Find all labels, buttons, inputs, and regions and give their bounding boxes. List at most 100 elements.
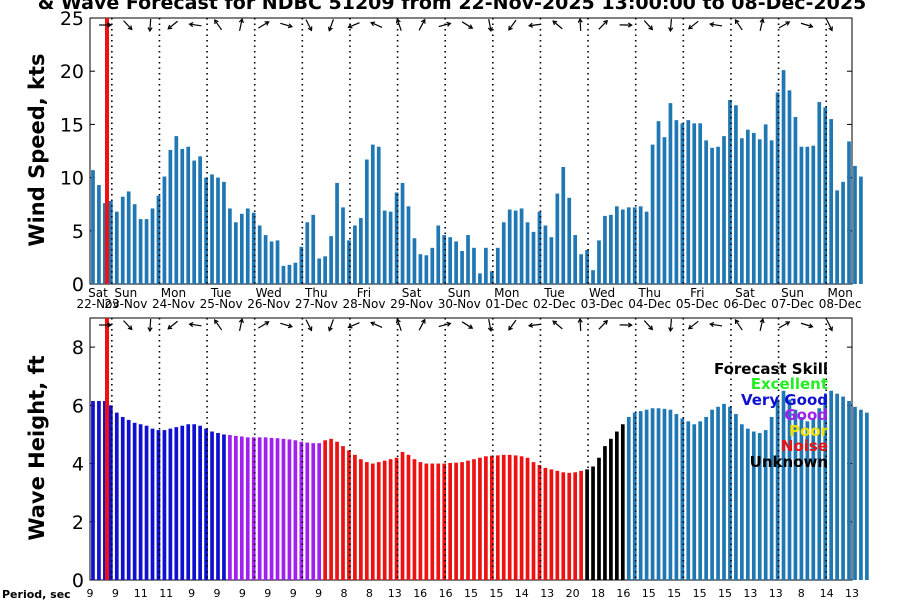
wave-bar xyxy=(716,406,720,580)
wind-direction-arrow-head xyxy=(188,22,194,28)
wave-bar xyxy=(674,414,679,580)
wave-bar xyxy=(603,446,607,580)
wind-bar xyxy=(853,165,857,284)
wave-bar xyxy=(180,425,185,580)
wind-bar xyxy=(406,206,411,284)
period-value: 14 xyxy=(515,587,529,600)
wind-direction-arrow-head xyxy=(627,22,633,28)
wave-bar xyxy=(615,431,619,580)
wave-bar xyxy=(728,406,732,580)
period-value: 16 xyxy=(439,587,453,600)
legend-good: Good xyxy=(784,406,828,424)
wave-bar xyxy=(567,472,572,580)
wind-bar xyxy=(335,182,339,284)
wind-bar xyxy=(537,211,542,284)
wave-direction-arrow xyxy=(305,319,312,331)
wave-bar xyxy=(763,430,768,580)
wind-bar xyxy=(108,201,113,284)
wave-direction-arrow xyxy=(488,318,492,332)
wave-direction-arrow-head xyxy=(785,321,791,326)
wind-bar xyxy=(757,139,762,284)
wind-direction-arrow xyxy=(552,20,563,30)
wind-direction-arrow-head xyxy=(785,21,791,26)
wave-bar xyxy=(323,440,327,580)
wind-bar xyxy=(293,262,298,284)
wave-bar xyxy=(692,424,697,580)
wind-bar xyxy=(204,177,208,284)
wind-bar xyxy=(174,136,179,284)
wave-bar xyxy=(430,463,435,580)
wave-bar xyxy=(150,428,155,580)
wind-bar xyxy=(317,258,322,284)
wave-bar xyxy=(406,454,411,580)
date-label: 23-Nov xyxy=(104,297,147,311)
wave-bar xyxy=(103,400,107,580)
wave-direction-arrow-head xyxy=(603,319,608,325)
wind-direction-arrow-head xyxy=(420,18,426,24)
wave-direction-arrow-head xyxy=(808,323,814,329)
wave-bar xyxy=(769,416,774,580)
wind-y-tick-label: 0 xyxy=(72,274,84,296)
wave-direction-arrow-head xyxy=(147,327,153,333)
wave-direction-arrow-head xyxy=(759,318,765,324)
period-value: 13 xyxy=(769,587,783,600)
wind-bar xyxy=(668,103,673,285)
wind-direction-arrow xyxy=(598,20,608,30)
wave-bar xyxy=(394,457,399,580)
wind-direction-arrow xyxy=(348,22,360,28)
wave-bar xyxy=(525,457,530,580)
wind-bar xyxy=(501,222,506,284)
wave-direction-arrow-head xyxy=(327,326,333,332)
wave-direction-arrow-head xyxy=(828,326,833,332)
wind-direction-arrow xyxy=(579,18,582,32)
wave-bar xyxy=(287,439,292,580)
date-label: 07-Dec xyxy=(771,297,814,311)
wind-direction-arrow xyxy=(328,19,334,31)
period-value: 20 xyxy=(566,587,580,600)
wave-direction-arrow-head xyxy=(420,318,426,324)
wind-bar xyxy=(341,207,345,284)
wind-bar xyxy=(632,207,637,284)
wind-bar xyxy=(192,160,197,284)
wind-direction-arrow-head xyxy=(468,24,474,29)
period-value: 11 xyxy=(159,587,173,600)
wave-direction-arrow xyxy=(438,322,451,328)
date-label: 27-Nov xyxy=(295,297,338,311)
wave-direction-arrow-head xyxy=(668,327,674,333)
day-of-week-label: Mon xyxy=(494,286,519,300)
wave-direction-arrow xyxy=(189,323,202,327)
wave-bar xyxy=(632,412,637,580)
wind-bar xyxy=(234,222,238,284)
wind-bar xyxy=(555,193,560,284)
wind-direction-arrow-head xyxy=(446,21,452,27)
wave-bar xyxy=(418,462,423,580)
wind-direction-arrow xyxy=(214,19,223,31)
wave-bar xyxy=(192,424,197,580)
wind-direction-arrow-head xyxy=(603,19,608,25)
wave-direction-arrow-head xyxy=(487,326,493,333)
wave-bar xyxy=(751,431,756,580)
wind-bar xyxy=(615,206,619,284)
wind-direction-arrow xyxy=(238,19,243,31)
wave-bar xyxy=(519,456,524,580)
wind-bar xyxy=(430,247,435,284)
period-value: 15 xyxy=(718,587,732,600)
wave-bar xyxy=(513,455,518,580)
wave-bar xyxy=(216,432,220,580)
wind-bar xyxy=(436,225,441,284)
wind-bar xyxy=(239,213,244,284)
wave-direction-arrow-head xyxy=(627,322,633,328)
wind-bar xyxy=(603,215,607,284)
wave-bar xyxy=(186,424,191,580)
wind-direction-arrow xyxy=(418,19,426,31)
wave-bar xyxy=(745,428,750,580)
wave-bar xyxy=(668,409,673,580)
wind-bar xyxy=(817,102,822,284)
wind-bar xyxy=(740,138,744,284)
legend-unknown: Unknown xyxy=(750,453,828,471)
wave-bar xyxy=(495,455,500,580)
wave-bar xyxy=(680,418,685,580)
wave-direction-arrow xyxy=(826,319,833,331)
wave-bar xyxy=(341,446,345,580)
wind-direction-arrow-head xyxy=(709,22,715,28)
